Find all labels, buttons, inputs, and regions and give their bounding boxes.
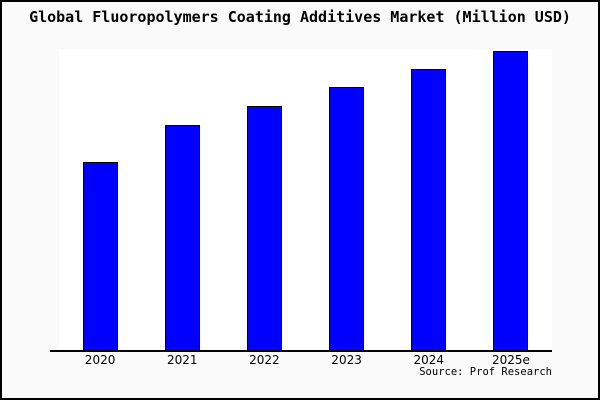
bar-2020 bbox=[82, 162, 118, 351]
bar-2023 bbox=[329, 87, 365, 351]
x-tick-2023: 2023 bbox=[331, 353, 362, 367]
x-tick-2024: 2024 bbox=[413, 353, 445, 367]
source-credit: Source: Prof Research bbox=[419, 366, 552, 378]
x-tick-2025e: 2025e bbox=[491, 353, 530, 367]
plot-area bbox=[59, 49, 552, 351]
bar-2022 bbox=[246, 106, 282, 351]
bar-2025e bbox=[493, 51, 529, 351]
x-axis-line bbox=[50, 350, 552, 352]
x-tick-2021: 2021 bbox=[166, 353, 198, 367]
bar-2024 bbox=[411, 69, 447, 351]
chart-title: Global Fluoropolymers Coating Additives … bbox=[29, 8, 571, 26]
x-tick-2022: 2022 bbox=[249, 353, 280, 367]
bar-2021 bbox=[164, 125, 200, 351]
x-tick-2020: 2020 bbox=[84, 353, 116, 367]
